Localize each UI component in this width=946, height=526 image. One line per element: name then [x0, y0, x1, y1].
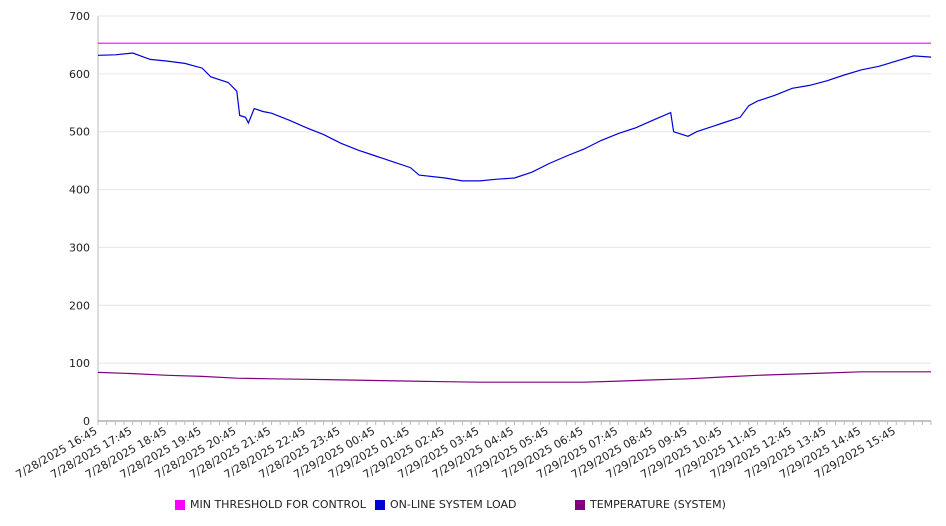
legend-item-system-load[interactable]: ON-LINE SYSTEM LOAD	[375, 498, 516, 511]
y-tick-label: 0	[83, 415, 90, 428]
y-tick-label: 700	[69, 10, 90, 23]
gridlines	[98, 15, 931, 364]
legend-swatch-threshold	[175, 499, 185, 510]
y-tick-label: 100	[69, 357, 90, 370]
y-axis-ticks: 0 100 200 300 400 500 600 700	[69, 10, 90, 428]
legend-label-system-load: ON-LINE SYSTEM LOAD	[390, 498, 517, 511]
y-tick-label: 600	[69, 68, 90, 81]
axes	[97, 16, 932, 425]
line-chart: 0 100 200 300 400 500 600 700 7/28/2025 16:457/…	[14, 10, 932, 481]
legend: MIN THRESHOLD FOR CONTROL ON-LINE SYSTEM…	[0, 498, 946, 518]
legend-label-threshold: MIN THRESHOLD FOR CONTROL	[190, 498, 366, 511]
legend-label-temperature: TEMPERATURE (SYSTEM)	[590, 498, 726, 511]
y-tick-label: 400	[69, 184, 90, 197]
legend-item-temperature[interactable]: TEMPERATURE (SYSTEM)	[575, 498, 726, 511]
y-tick-label: 500	[69, 126, 90, 139]
y-tick-label: 300	[69, 241, 90, 254]
y-tick-label: 200	[69, 299, 90, 312]
series-line-system-load	[97, 52, 932, 182]
series-line-temperature	[97, 371, 931, 383]
series-lines	[97, 42, 932, 383]
legend-item-threshold[interactable]: MIN THRESHOLD FOR CONTROL	[175, 498, 366, 511]
legend-swatch-system-load	[375, 499, 385, 510]
legend-swatch-temperature	[575, 499, 585, 510]
x-axis-ticks: 7/28/2025 16:457/28/2025 17:457/28/2025 …	[14, 424, 898, 481]
